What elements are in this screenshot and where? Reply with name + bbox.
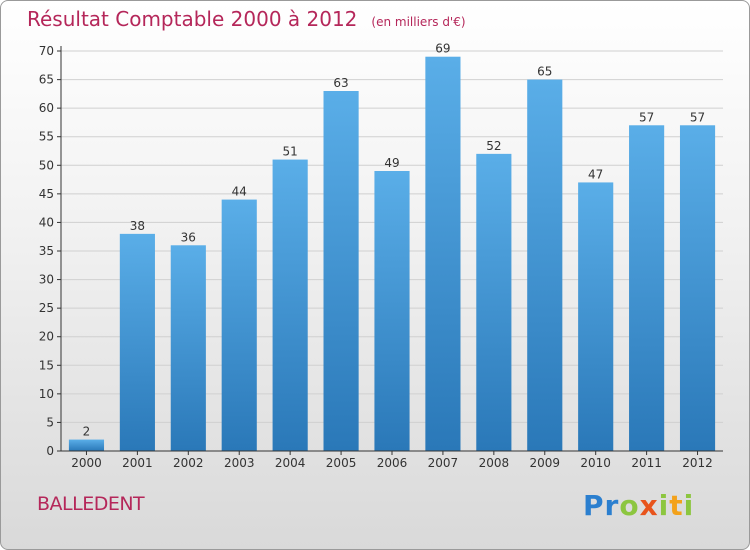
chart-title: Résultat Comptable 2000 à 2012 <box>27 7 358 31</box>
x-tick-label: 2001 <box>122 456 153 470</box>
bar-value-label: 51 <box>283 145 298 159</box>
x-tick-label: 2008 <box>479 456 510 470</box>
proxiti-logo: Proxiti <box>583 489 694 522</box>
bar-2001 <box>119 233 155 451</box>
bar-2010 <box>578 182 614 451</box>
bar-2003 <box>221 199 257 451</box>
bar-value-label: 63 <box>333 76 348 90</box>
bars <box>68 56 716 452</box>
y-tick-label: 70 <box>39 44 54 58</box>
x-tick-label: 2010 <box>580 456 611 470</box>
y-tick-label: 60 <box>39 101 54 115</box>
logo-letter: t <box>669 489 684 522</box>
commune-name: BALLEDENT <box>37 493 145 515</box>
x-tick-label: 2012 <box>682 456 713 470</box>
bar-2006 <box>374 171 410 451</box>
bar-value-label: 65 <box>537 65 552 79</box>
bar-value-label: 57 <box>690 110 705 124</box>
title-row: Résultat Comptable 2000 à 2012 (en milli… <box>27 7 466 31</box>
chart-subtitle: (en milliers d'€) <box>371 15 466 29</box>
y-tick-label: 30 <box>39 273 54 287</box>
x-tick-label: 2006 <box>377 456 408 470</box>
logo-letter: x <box>639 489 659 522</box>
x-tick-label: 2002 <box>173 456 204 470</box>
y-tick-label: 15 <box>39 358 54 372</box>
x-tick-label: 2009 <box>529 456 560 470</box>
bar-2011 <box>629 125 665 452</box>
bar-value-label: 44 <box>232 185 247 199</box>
logo-letter: r <box>604 489 620 522</box>
labels: 0 5 10 15 20 25 30 35 40 45 50 55 60 65 70 2 2000 38 2001 3… <box>39 42 713 470</box>
logo-letter: i <box>683 489 695 522</box>
bar-2002 <box>170 245 206 451</box>
y-tick-label: 50 <box>39 158 54 172</box>
bar-2004 <box>272 159 308 452</box>
bar-value-label: 57 <box>639 110 654 124</box>
bar-chart: 0 5 10 15 20 25 30 35 40 45 50 55 60 65 70 2 2000 38 2001 3… <box>39 42 723 470</box>
bar-value-label: 69 <box>435 42 450 56</box>
bar-2005 <box>323 91 359 451</box>
x-tick-label: 2005 <box>326 456 357 470</box>
x-tick-label: 2007 <box>428 456 459 470</box>
y-tick-label: 0 <box>46 444 54 458</box>
bar-value-label: 36 <box>181 230 196 244</box>
axes <box>57 46 723 455</box>
logo-letter: i <box>658 489 670 522</box>
y-tick-label: 40 <box>39 215 54 229</box>
bar-2007 <box>425 56 461 451</box>
bar-2008 <box>476 153 512 451</box>
y-tick-label: 20 <box>39 330 54 344</box>
bar-2012 <box>679 125 716 452</box>
bar-value-label: 47 <box>588 167 603 181</box>
x-tick-label: 2011 <box>631 456 662 470</box>
bar-2000 <box>68 439 105 451</box>
y-tick-label: 65 <box>39 73 54 87</box>
bar-value-label: 49 <box>384 156 399 170</box>
bar-value-label: 52 <box>486 139 501 153</box>
logo-letter: o <box>619 489 640 522</box>
y-tick-label: 5 <box>46 415 54 429</box>
x-tick-label: 2000 <box>71 456 102 470</box>
y-tick-label: 25 <box>39 301 54 315</box>
logo-letter: P <box>583 489 605 522</box>
y-tick-label: 10 <box>39 387 54 401</box>
bar-value-label: 38 <box>130 219 145 233</box>
y-tick-label: 45 <box>39 187 54 201</box>
y-tick-label: 35 <box>39 244 54 258</box>
x-tick-label: 2003 <box>224 456 255 470</box>
bar-2009 <box>527 79 563 452</box>
y-tick-label: 55 <box>39 130 54 144</box>
x-tick-label: 2004 <box>275 456 306 470</box>
bar-value-label: 2 <box>83 425 91 439</box>
